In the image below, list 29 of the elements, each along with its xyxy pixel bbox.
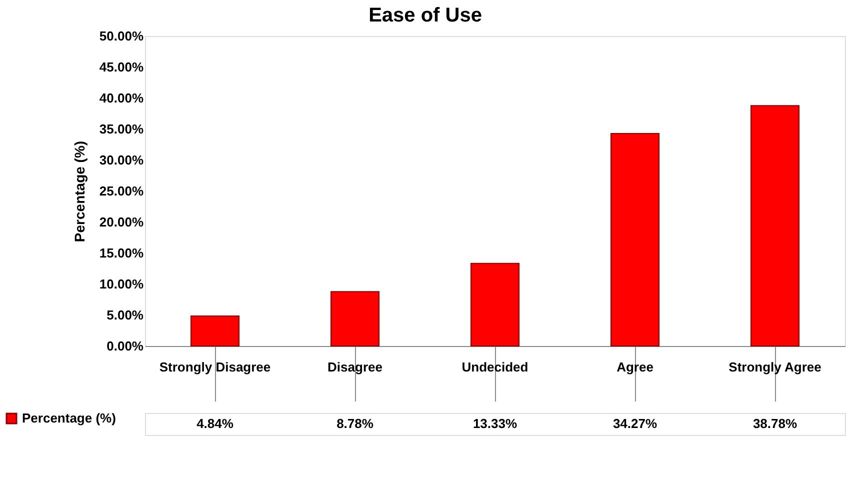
bar: [190, 315, 240, 346]
data-label: 4.84%: [196, 416, 234, 431]
chart-title: Ease of Use: [368, 4, 482, 26]
data-label: 38.78%: [752, 416, 798, 431]
y-tick-label: 15.00%: [99, 246, 144, 260]
y-tick-label: 25.00%: [99, 184, 144, 198]
y-tick-label: 45.00%: [99, 60, 144, 74]
y-tick-label: 40.00%: [99, 90, 144, 106]
x-tick-label: Strongly Agree: [728, 360, 822, 374]
x-tick-label: Agree: [616, 360, 654, 374]
data-label: 34.27%: [612, 416, 658, 431]
y-axis-title: Percentage (%): [71, 140, 88, 242]
data-label: 8.78%: [336, 416, 374, 431]
bar: [330, 291, 380, 346]
y-tick-label: 30.00%: [99, 152, 144, 168]
x-tick-label: Disagree: [328, 360, 382, 374]
x-tick-label: Strongly Disagree: [159, 360, 271, 374]
y-tick-label: 10.00%: [99, 276, 144, 292]
bar: [470, 262, 520, 346]
bar: [750, 105, 800, 346]
y-tick-label: 50.00%: [99, 28, 144, 44]
y-tick-label: 35.00%: [99, 122, 144, 136]
y-tick-label: 20.00%: [99, 214, 144, 230]
bar: [610, 133, 660, 346]
legend-label: Percentage (%): [22, 410, 116, 426]
x-tick-label: Undecided: [462, 360, 528, 374]
y-tick-label: 5.00%: [106, 308, 144, 322]
data-label: 13.33%: [472, 416, 518, 431]
y-tick-label: 0.00%: [106, 338, 144, 354]
